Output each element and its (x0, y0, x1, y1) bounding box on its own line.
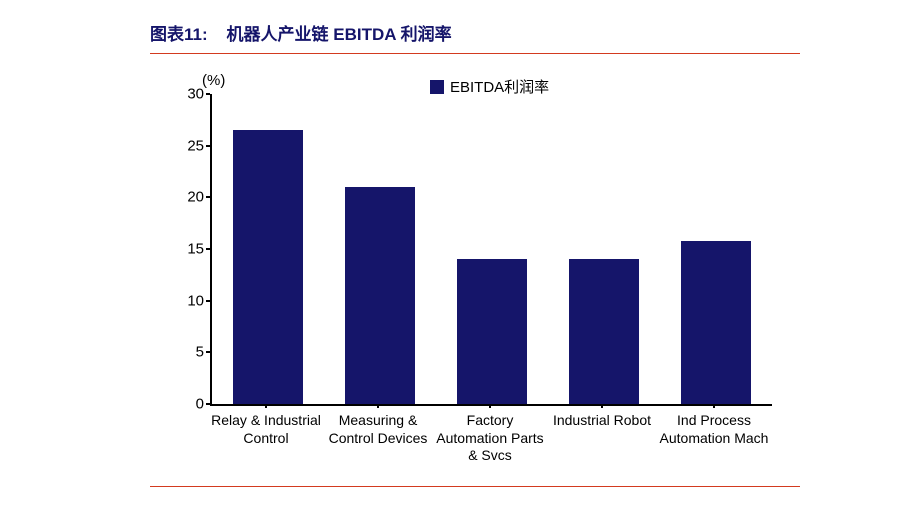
bar (569, 259, 638, 404)
y-tick-label: 20 (172, 189, 204, 206)
y-tick-label: 10 (172, 292, 204, 309)
legend-swatch (430, 80, 444, 94)
y-tick-mark (206, 351, 210, 353)
x-tick-mark (713, 404, 715, 408)
x-tick-label: Ind Process Automation Mach (659, 412, 769, 447)
chart-title-text: 机器人产业链 EBITDA 利润率 (227, 25, 452, 44)
y-tick-mark (206, 248, 210, 250)
y-tick-mark (206, 196, 210, 198)
y-tick-mark (206, 93, 210, 95)
bar (233, 130, 302, 404)
x-tick-label: Measuring & Control Devices (323, 412, 433, 447)
title-divider (150, 53, 800, 54)
chart-title: 图表11: 机器人产业链 EBITDA 利润率 (150, 20, 800, 51)
plot-area (210, 94, 772, 406)
y-tick-label: 5 (172, 344, 204, 361)
bottom-divider (150, 486, 800, 487)
x-tick-label: Relay & Industrial Control (211, 412, 321, 447)
x-tick-mark (489, 404, 491, 408)
y-tick-label: 15 (172, 241, 204, 258)
bar-chart: (%) EBITDA利润率 051015202530Relay & Indust… (150, 64, 790, 474)
bar (681, 241, 750, 404)
y-tick-label: 0 (172, 396, 204, 413)
y-tick-mark (206, 145, 210, 147)
y-tick-label: 30 (172, 86, 204, 103)
x-tick-label: Industrial Robot (547, 412, 657, 430)
y-tick-mark (206, 300, 210, 302)
x-tick-mark (601, 404, 603, 408)
x-tick-mark (265, 404, 267, 408)
x-tick-label: Factory Automation Parts & Svcs (435, 412, 545, 465)
bar (345, 187, 414, 404)
y-tick-label: 25 (172, 137, 204, 154)
bar (457, 259, 526, 404)
y-axis-unit: (%) (202, 72, 225, 89)
y-tick-mark (206, 403, 210, 405)
x-tick-mark (377, 404, 379, 408)
chart-title-prefix: 图表11: (150, 25, 208, 44)
